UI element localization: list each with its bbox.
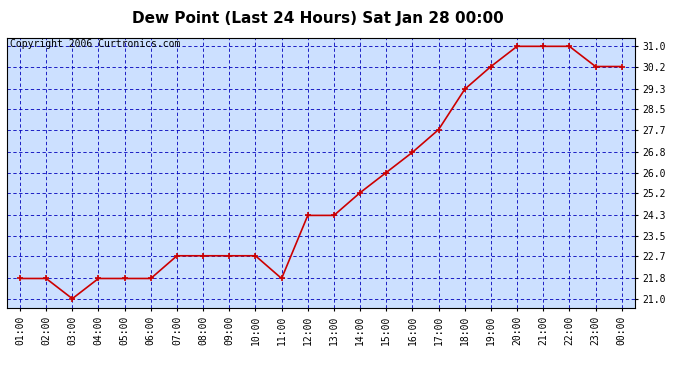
Text: Dew Point (Last 24 Hours) Sat Jan 28 00:00: Dew Point (Last 24 Hours) Sat Jan 28 00:… xyxy=(132,11,503,26)
Text: Copyright 2006 Curtronics.com: Copyright 2006 Curtronics.com xyxy=(10,39,180,49)
